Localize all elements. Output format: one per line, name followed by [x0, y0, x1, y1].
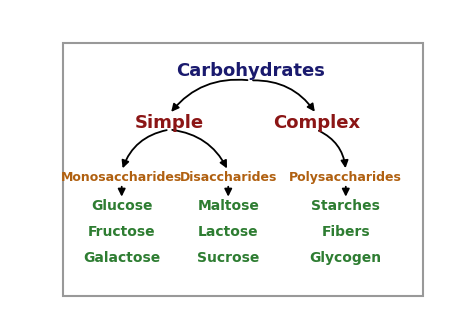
Text: Glucose: Glucose [91, 199, 153, 213]
Text: Polysaccharides: Polysaccharides [289, 171, 402, 184]
Text: Simple: Simple [135, 114, 204, 132]
Text: Glycogen: Glycogen [310, 251, 382, 265]
Text: Disaccharides: Disaccharides [180, 171, 277, 184]
Text: Monosaccharides: Monosaccharides [61, 171, 182, 184]
Text: Carbohydrates: Carbohydrates [176, 62, 325, 80]
Text: Galactose: Galactose [83, 251, 160, 265]
Text: Fructose: Fructose [88, 225, 155, 239]
Text: Sucrose: Sucrose [197, 251, 259, 265]
Text: Complex: Complex [273, 114, 360, 132]
Text: Lactose: Lactose [198, 225, 258, 239]
Text: Fibers: Fibers [321, 225, 370, 239]
Text: Starches: Starches [311, 199, 380, 213]
Text: Maltose: Maltose [197, 199, 259, 213]
